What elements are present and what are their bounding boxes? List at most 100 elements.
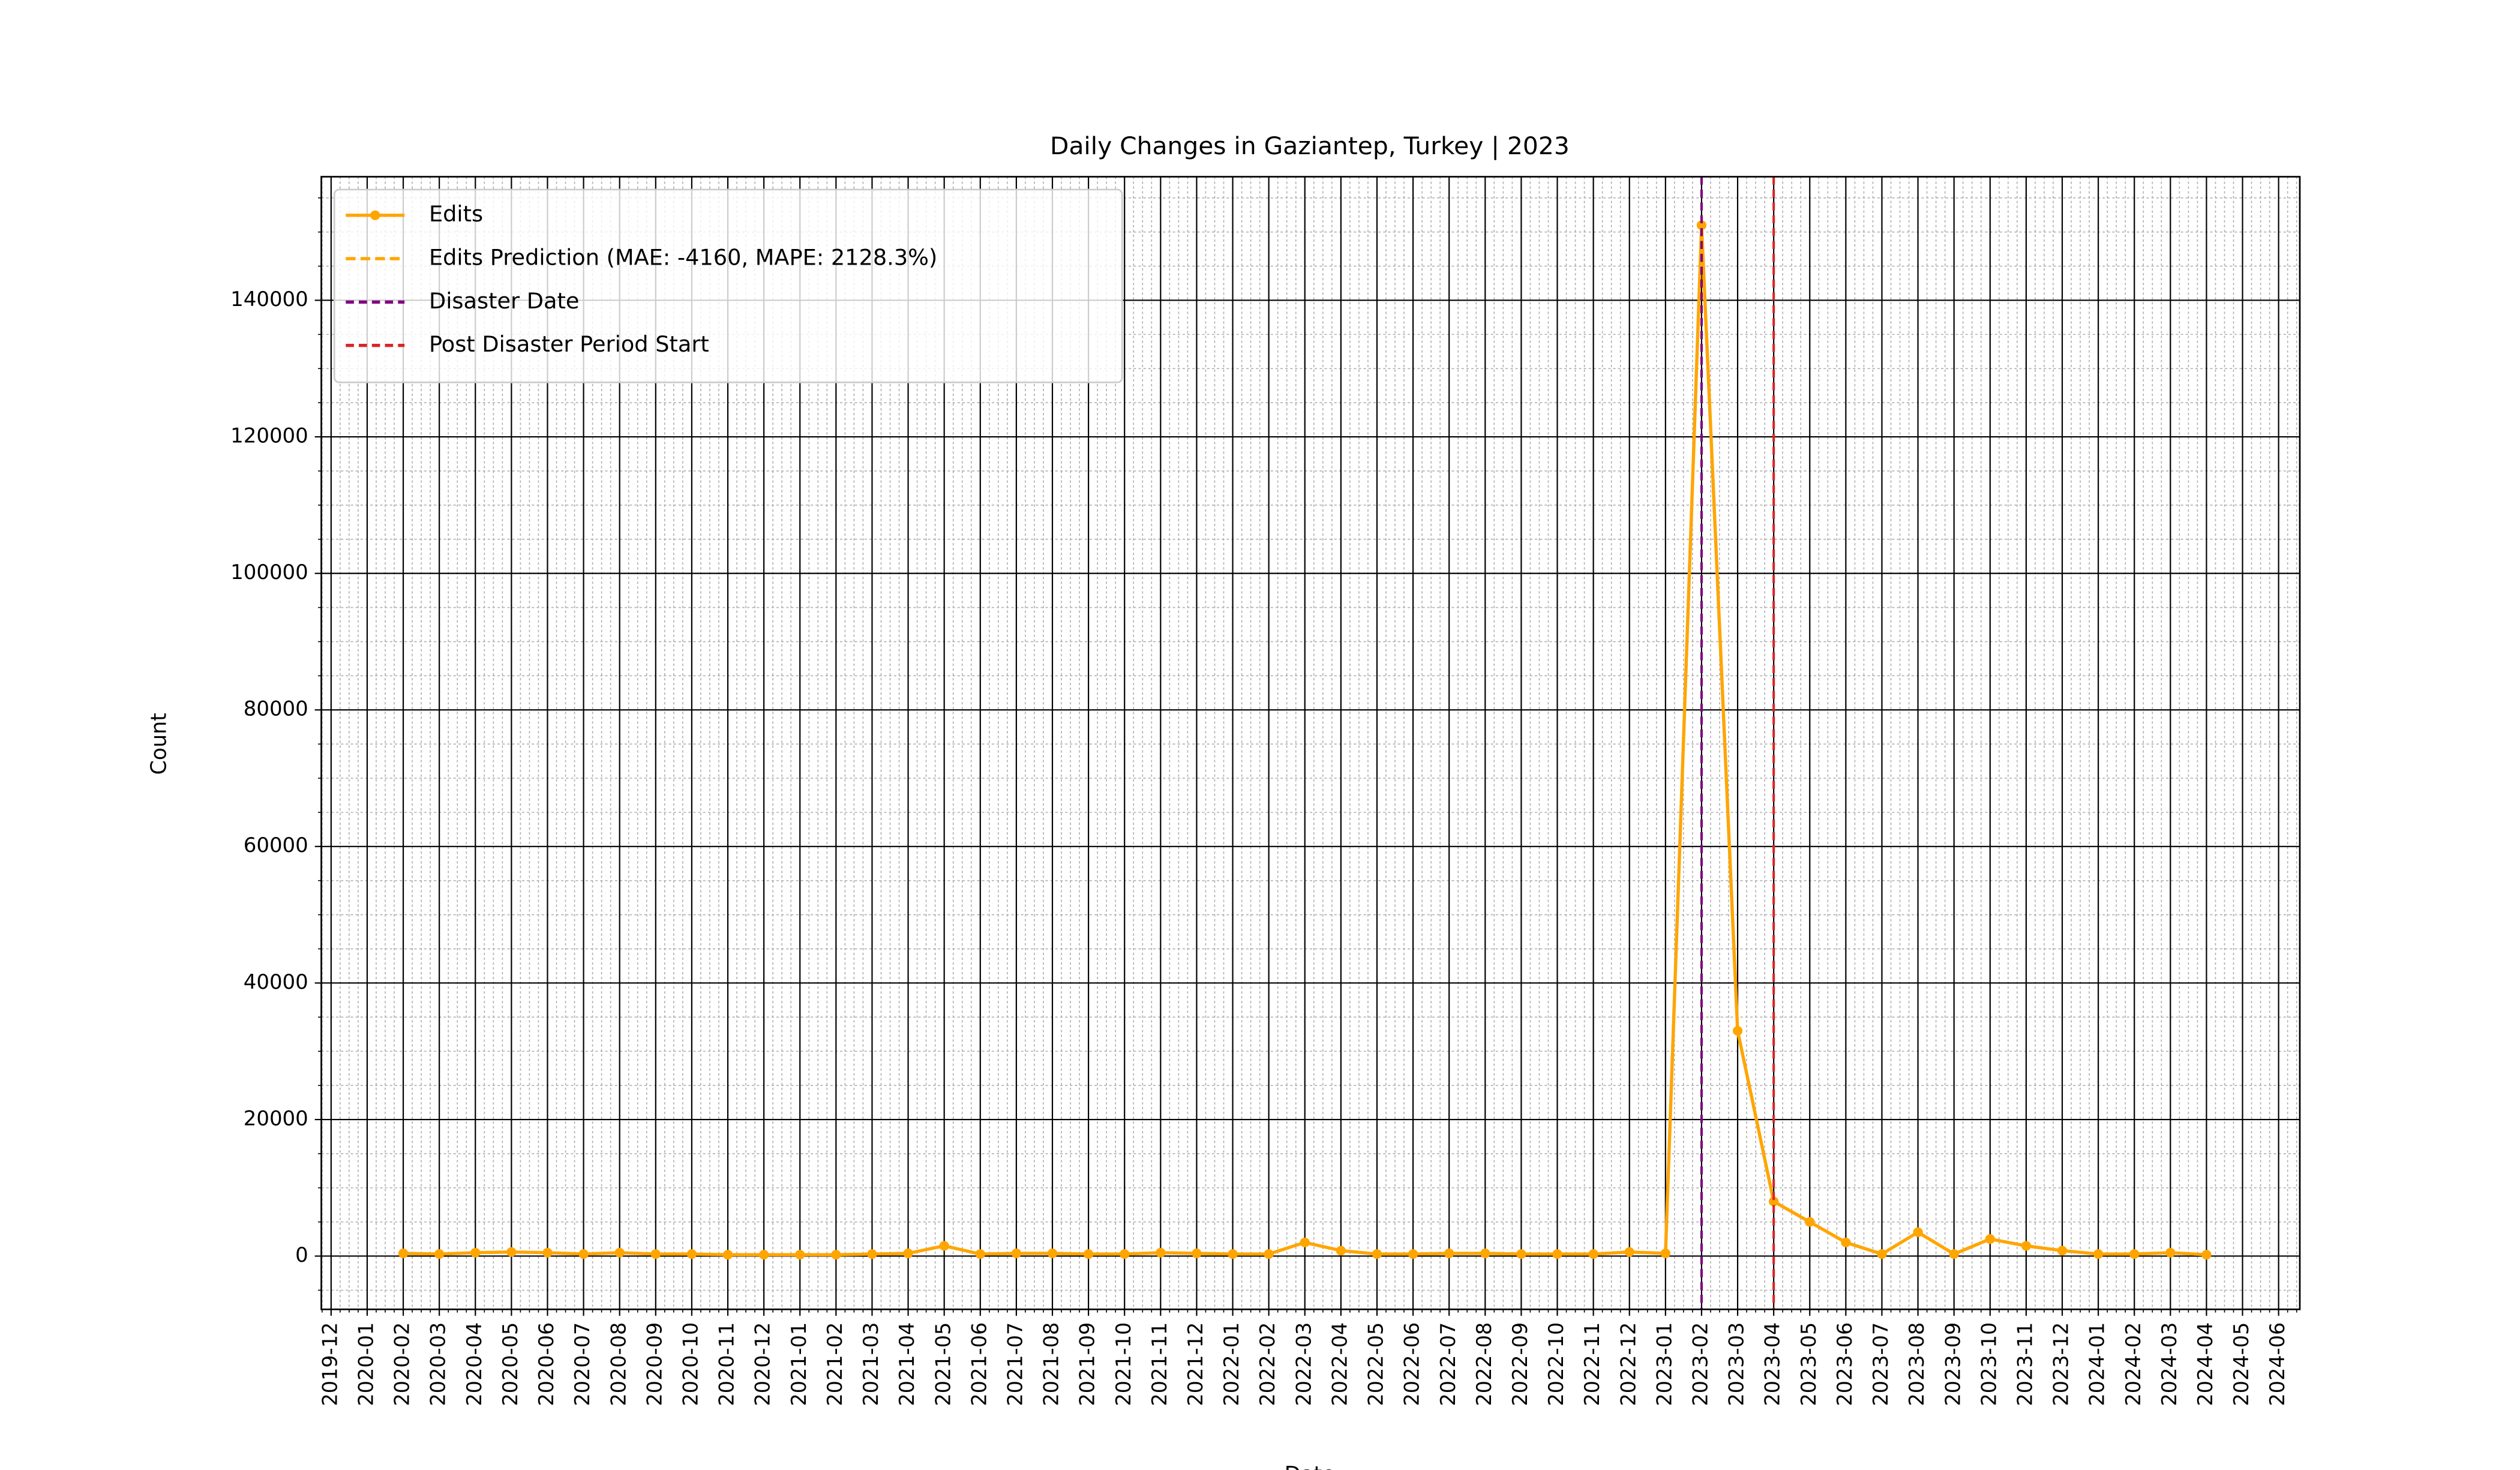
legend-label: Post Disaster Period Start (429, 331, 709, 357)
data-point (1985, 1234, 1995, 1244)
data-point (2165, 1247, 2176, 1258)
y-axis-label: Count (146, 713, 171, 775)
x-tick-label: 2022-10 (1544, 1322, 1568, 1406)
data-point (470, 1247, 481, 1258)
x-tick-label: 2021-04 (895, 1322, 919, 1406)
data-point (1841, 1237, 1851, 1247)
data-point (758, 1250, 769, 1260)
x-tick-label: 2023-06 (1833, 1322, 1856, 1406)
x-tick-label: 2022-03 (1292, 1322, 1315, 1406)
x-tick-label: 2024-06 (2266, 1322, 2289, 1406)
data-point (578, 1249, 589, 1259)
x-tick-label: 2020-03 (427, 1322, 450, 1406)
data-point (831, 1250, 841, 1260)
x-tick-label: 2021-06 (967, 1322, 991, 1406)
y-tick-label: 80000 (244, 697, 308, 721)
legend-box (333, 188, 1123, 383)
data-point (1047, 1248, 1058, 1258)
y-tick-label: 120000 (230, 424, 308, 448)
x-tick-label: 2023-12 (2049, 1322, 2072, 1406)
x-tick-label: 2023-05 (1797, 1322, 1820, 1406)
data-point (1552, 1249, 1562, 1259)
data-point (1372, 1249, 1382, 1259)
data-point (2093, 1249, 2104, 1259)
data-point (867, 1249, 877, 1259)
data-point (1877, 1249, 1887, 1259)
x-tick-label: 2023-07 (1869, 1322, 1892, 1406)
x-tick-label: 2023-03 (1724, 1322, 1748, 1406)
y-tick-label: 100000 (230, 560, 308, 584)
y-tick-label: 140000 (230, 287, 308, 311)
x-tick-label: 2022-08 (1472, 1322, 1496, 1406)
x-tick-label: 2021-05 (931, 1322, 955, 1406)
x-tick-label: 2021-11 (1148, 1322, 1171, 1406)
data-point (975, 1249, 985, 1259)
x-tick-label: 2022-07 (1436, 1322, 1460, 1406)
data-point (1949, 1249, 1959, 1259)
x-tick-label: 2020-11 (715, 1322, 738, 1406)
legend-marker (370, 210, 380, 220)
x-tick-label: 2023-02 (1688, 1322, 1712, 1406)
x-tick-label: 2023-10 (1977, 1322, 2000, 1406)
x-tick-label: 2021-09 (1075, 1322, 1099, 1406)
data-point (1408, 1249, 1418, 1259)
data-point (650, 1249, 661, 1259)
x-tick-label: 2024-01 (2085, 1322, 2108, 1406)
data-point (1913, 1227, 1923, 1237)
data-point (903, 1248, 913, 1258)
data-point (1011, 1248, 1022, 1258)
data-point (1120, 1249, 1130, 1259)
data-point (1696, 220, 1707, 230)
x-tick-label: 2020-05 (499, 1322, 522, 1406)
x-tick-label: 2021-08 (1039, 1322, 1063, 1406)
y-tick-label: 40000 (244, 970, 308, 994)
data-point (1805, 1217, 1815, 1227)
data-point (614, 1247, 625, 1258)
data-point (1660, 1248, 1670, 1258)
data-point (1444, 1248, 1454, 1258)
x-tick-label: 2020-04 (463, 1322, 486, 1406)
x-tick-label: 2022-06 (1400, 1322, 1423, 1406)
y-tick-label: 0 (295, 1243, 308, 1267)
x-tick-label: 2022-12 (1616, 1322, 1640, 1406)
data-point (1192, 1248, 1202, 1258)
x-tick-label: 2021-02 (823, 1322, 847, 1406)
x-tick-label: 2023-01 (1652, 1322, 1676, 1406)
x-tick-label: 2020-02 (390, 1322, 413, 1406)
data-point (1624, 1247, 1634, 1257)
data-point (1264, 1249, 1274, 1259)
x-tick-label: 2019-12 (318, 1322, 341, 1406)
x-tick-label: 2024-04 (2194, 1322, 2217, 1406)
data-point (1228, 1249, 1238, 1259)
x-tick-label: 2022-02 (1256, 1322, 1279, 1406)
x-tick-label: 2020-08 (607, 1322, 630, 1406)
x-tick-label: 2024-02 (2122, 1322, 2145, 1406)
x-tick-label: 2021-12 (1184, 1322, 1207, 1406)
data-point (795, 1250, 805, 1260)
data-point (1480, 1248, 1490, 1258)
chart-title: Daily Changes in Gaziantep, Turkey | 202… (1050, 132, 1570, 161)
x-tick-label: 2022-04 (1328, 1322, 1351, 1406)
x-tick-label: 2023-08 (1905, 1322, 1928, 1406)
x-tick-label: 2021-10 (1112, 1322, 1135, 1406)
data-point (1516, 1249, 1526, 1259)
data-point (506, 1247, 517, 1257)
data-point (686, 1249, 697, 1259)
data-point (1732, 1025, 1743, 1036)
x-tick-label: 2021-01 (787, 1322, 811, 1406)
y-tick-label: 20000 (244, 1107, 308, 1130)
x-tick-label: 2020-01 (354, 1322, 377, 1406)
data-point (434, 1249, 445, 1259)
x-tick-label: 2020-06 (535, 1322, 558, 1406)
data-point (1083, 1249, 1094, 1259)
data-point (1769, 1196, 1779, 1207)
x-tick-label: 2021-03 (859, 1322, 883, 1406)
y-tick-label: 60000 (244, 833, 308, 857)
data-point (939, 1241, 949, 1251)
legend-label: Edits Prediction (MAE: -4160, MAPE: 2128… (429, 245, 937, 271)
data-point (398, 1248, 409, 1258)
x-tick-label: 2023-09 (1941, 1322, 1964, 1406)
plot-frame (320, 176, 2301, 1310)
x-tick-label: 2021-07 (1003, 1322, 1027, 1406)
